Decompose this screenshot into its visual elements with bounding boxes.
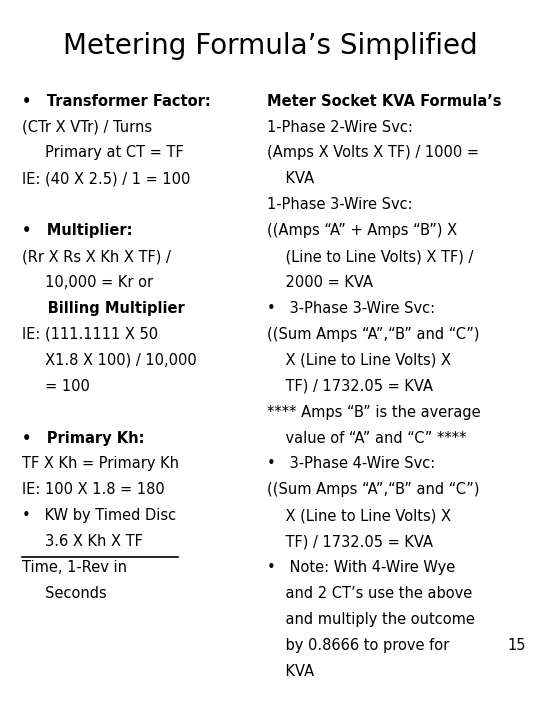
Text: •   3-Phase 3-Wire Svc:: • 3-Phase 3-Wire Svc:	[267, 301, 435, 316]
Text: •   Note: With 4-Wire Wye: • Note: With 4-Wire Wye	[267, 560, 456, 575]
Text: •   3-Phase 4-Wire Svc:: • 3-Phase 4-Wire Svc:	[267, 456, 436, 472]
Text: and multiply the outcome: and multiply the outcome	[267, 612, 475, 627]
Text: by 0.8666 to prove for: by 0.8666 to prove for	[267, 638, 449, 653]
Text: IE: (111.1111 X 50: IE: (111.1111 X 50	[22, 327, 158, 342]
Text: Billing Multiplier: Billing Multiplier	[22, 301, 184, 316]
Text: 15: 15	[508, 638, 526, 653]
Text: IE: (40 X 2.5) / 1 = 100: IE: (40 X 2.5) / 1 = 100	[22, 171, 190, 186]
Text: = 100: = 100	[22, 379, 90, 394]
Text: (Amps X Volts X TF) / 1000 =: (Amps X Volts X TF) / 1000 =	[267, 145, 480, 161]
Text: (CTr X VTr) / Turns: (CTr X VTr) / Turns	[22, 120, 152, 135]
Text: 10,000 = Kr or: 10,000 = Kr or	[22, 275, 153, 290]
Text: 2000 = KVA: 2000 = KVA	[267, 275, 373, 290]
Text: •   Primary Kh:: • Primary Kh:	[22, 431, 144, 446]
Text: (Line to Line Volts) X TF) /: (Line to Line Volts) X TF) /	[267, 249, 474, 264]
Text: 1-Phase 3-Wire Svc:: 1-Phase 3-Wire Svc:	[267, 197, 413, 212]
Text: Meter Socket KVA Formula’s: Meter Socket KVA Formula’s	[267, 94, 502, 109]
Text: X (Line to Line Volts) X: X (Line to Line Volts) X	[267, 353, 451, 368]
Text: Primary at CT = TF: Primary at CT = TF	[22, 145, 184, 161]
Text: KVA: KVA	[267, 171, 314, 186]
Text: 3.6 X Kh X TF: 3.6 X Kh X TF	[22, 534, 143, 549]
Text: TF) / 1732.05 = KVA: TF) / 1732.05 = KVA	[267, 379, 433, 394]
Text: TF) / 1732.05 = KVA: TF) / 1732.05 = KVA	[267, 534, 433, 549]
Text: •   Transformer Factor:: • Transformer Factor:	[22, 94, 211, 109]
Text: 1-Phase 2-Wire Svc:: 1-Phase 2-Wire Svc:	[267, 120, 413, 135]
Text: •   KW by Timed Disc: • KW by Timed Disc	[22, 508, 176, 523]
Text: ((Sum Amps “A”,“B” and “C”): ((Sum Amps “A”,“B” and “C”)	[267, 327, 480, 342]
Text: IE: 100 X 1.8 = 180: IE: 100 X 1.8 = 180	[22, 482, 164, 498]
Text: KVA: KVA	[267, 664, 314, 679]
Text: Metering Formula’s Simplified: Metering Formula’s Simplified	[63, 32, 477, 60]
Text: ((Amps “A” + Amps “B”) X: ((Amps “A” + Amps “B”) X	[267, 223, 457, 238]
Text: **** Amps “B” is the average: **** Amps “B” is the average	[267, 405, 481, 420]
Text: •   Multiplier:: • Multiplier:	[22, 223, 132, 238]
Text: X (Line to Line Volts) X: X (Line to Line Volts) X	[267, 508, 451, 523]
Text: Time, 1-Rev in: Time, 1-Rev in	[22, 560, 126, 575]
Text: ((Sum Amps “A”,“B” and “C”): ((Sum Amps “A”,“B” and “C”)	[267, 482, 480, 498]
Text: X1.8 X 100) / 10,000: X1.8 X 100) / 10,000	[22, 353, 197, 368]
Text: Seconds: Seconds	[22, 586, 106, 601]
Text: and 2 CT’s use the above: and 2 CT’s use the above	[267, 586, 472, 601]
Text: TF X Kh = Primary Kh: TF X Kh = Primary Kh	[22, 456, 179, 472]
Text: value of “A” and “C” ****: value of “A” and “C” ****	[267, 431, 467, 446]
Text: (Rr X Rs X Kh X TF) /: (Rr X Rs X Kh X TF) /	[22, 249, 171, 264]
